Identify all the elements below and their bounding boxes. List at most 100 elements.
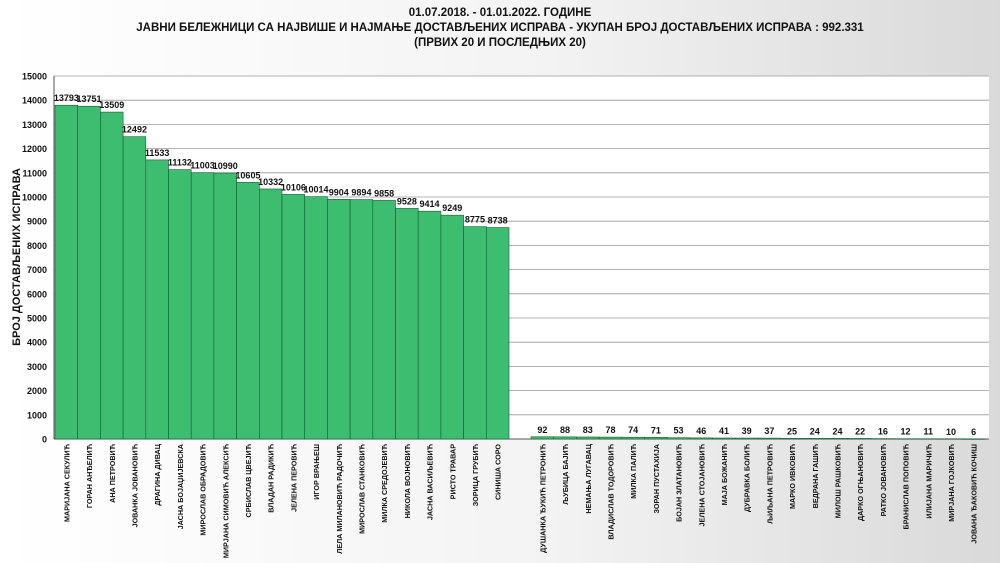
chart-titles: 01.07.2018. - 01.01.2022. ГОДИНЕ ЈАВНИ Б… (0, 6, 1000, 51)
bar-value-label: 46 (696, 426, 706, 436)
y-tick-label: 12000 (22, 144, 47, 154)
bar-value-label: 53 (674, 426, 684, 436)
category-label: РАТКО ЈОВАНОВИЋ (879, 444, 888, 516)
category-label: ЛЕЛА МИЛАНОВИЋ РАДОЧИЋ (335, 444, 344, 554)
bar (734, 437, 759, 440)
category-label: ВЛАДАН РАДИКИЋ (267, 444, 276, 513)
category-label: ЉИЉАНА ПЕТРОВИЋ (765, 444, 774, 524)
bar-value-label: 83 (583, 425, 593, 435)
chart-date-range: 01.07.2018. - 01.01.2022. ГОДИНЕ (408, 7, 592, 19)
bar (213, 172, 237, 440)
y-tick-label: 10000 (22, 193, 47, 203)
category-label: РИСТО ТРАВАР (448, 444, 457, 500)
bar (757, 437, 782, 440)
bar (122, 136, 147, 440)
category-label: ДАРКО ОГЊАНОВИЋ (856, 444, 865, 521)
bar-value-label: 8775 (465, 215, 485, 225)
bar (327, 199, 351, 440)
bar-value-label: 71 (651, 425, 661, 435)
y-tick-label: 7000 (27, 265, 47, 275)
bar-value-label: 10014 (304, 185, 329, 195)
bar-value-label: 11533 (145, 148, 170, 158)
category-label: ДУШАНКА ЂУКИЋ ПЕТРОНИЋ (538, 444, 547, 553)
bar (417, 210, 442, 440)
bar-value-label: 41 (719, 426, 729, 436)
bar (236, 182, 260, 440)
bar-value-label: 78 (605, 425, 615, 435)
category-label: МАРИЈАНА СЕКУЛИЋ (62, 444, 71, 522)
category-label: ДУБРАВКА БОЛИЋ (743, 444, 752, 512)
bar (281, 194, 306, 440)
bar-value-label: 13751 (77, 94, 102, 104)
bar-value-label: 13509 (99, 100, 124, 110)
bar (190, 172, 215, 440)
bar (530, 436, 555, 440)
bar-value-label: 12 (901, 427, 911, 437)
category-label: ВЛАДИСЛАВ ТОДОРОВИЋ (606, 444, 615, 540)
category-label: МАЈА БОЖАНИЋ (720, 444, 729, 505)
bar (803, 438, 827, 440)
bar (621, 436, 645, 440)
bar-value-label: 10605 (235, 170, 260, 180)
bar-value-label: 25 (787, 426, 797, 436)
y-tick-label: 13000 (22, 120, 47, 130)
category-label: ЈЕЛЕНА СТОЈАНОВИЋ (697, 444, 706, 526)
bar-value-label: 10990 (213, 161, 238, 171)
category-label: МИЛОШ РАШКОВИЋ (833, 444, 842, 518)
bar-value-label: 10106 (281, 182, 306, 192)
bar (54, 104, 79, 440)
bar-value-label: 9904 (329, 187, 349, 197)
bar-value-label: 10 (946, 427, 956, 437)
bar-value-label: 24 (832, 426, 842, 436)
y-tick-label: 4000 (27, 338, 47, 348)
bar (916, 438, 940, 440)
bar-value-label: 16 (878, 427, 888, 437)
category-label: НИКОЛА ВОЈНОВИЋ (403, 444, 412, 518)
bar (780, 438, 804, 440)
y-tick-label: 15000 (22, 72, 47, 82)
category-label: ЉУБИЦА БАЈИЋ (561, 444, 570, 505)
category-label: МАРКО ИВКОВИЋ (788, 444, 797, 509)
bar-value-label: 11003 (190, 161, 215, 171)
category-label: СИНИША СОРО (494, 444, 503, 500)
bar-value-label: 9858 (374, 188, 394, 198)
bar (77, 105, 101, 440)
bar-value-label: 12492 (122, 125, 147, 135)
bar-value-label: 8738 (488, 216, 508, 226)
bar-value-label: 24 (810, 426, 820, 436)
bar-value-label: 10332 (258, 177, 283, 187)
bar-value-label: 11 (923, 427, 933, 437)
bar-value-label: 9249 (442, 203, 462, 213)
bar (666, 437, 691, 440)
bar-value-label: 22 (855, 426, 865, 436)
bar (576, 436, 600, 440)
bar (689, 437, 713, 440)
bars (54, 104, 986, 440)
category-label: ЈЕЛЕНА ПЕРОВИЋ (289, 444, 298, 512)
y-tick-label: 2000 (27, 386, 47, 396)
category-label: МИРЈАНА СИМОВИЋ АЛЕКСИЋ (221, 444, 230, 558)
y-tick-label: 6000 (27, 289, 47, 299)
bar (349, 199, 374, 440)
bar (644, 436, 668, 440)
y-tick-label: 1000 (27, 410, 47, 420)
y-tick-label: 3000 (27, 362, 47, 372)
bar (553, 436, 577, 440)
y-tick-label: 11000 (22, 168, 47, 178)
bar-value-label: 13793 (54, 93, 79, 103)
bar-value-label: 9414 (420, 199, 440, 209)
category-label: ИГОР ВРАЊЕШ (312, 444, 321, 500)
category-label: АНА ПЕТРОВИЋ (108, 444, 117, 503)
bar (440, 214, 464, 440)
bar-value-label: 37 (764, 426, 774, 436)
bar-value-label: 9528 (397, 196, 417, 206)
y-tick-label: 5000 (27, 314, 47, 324)
bar (961, 438, 986, 440)
bar (258, 188, 283, 440)
category-label: ЈАСНА БОЈАЏИЈЕВСКА (176, 444, 185, 529)
bar (939, 438, 963, 440)
chart-subtitle: (ПРВИХ 20 И ПОСЛЕДЊИХ 20) (414, 37, 586, 49)
category-labels: МАРИЈАНА СЕКУЛИЋ ГОРАН АНЂЕЛИЋ АНА ПЕТРОВИ… (62, 443, 978, 558)
bar-value-label: 74 (628, 425, 638, 435)
category-label: ЈОВАНА ЂАКОВИЋ КОЧИШ (970, 444, 979, 544)
